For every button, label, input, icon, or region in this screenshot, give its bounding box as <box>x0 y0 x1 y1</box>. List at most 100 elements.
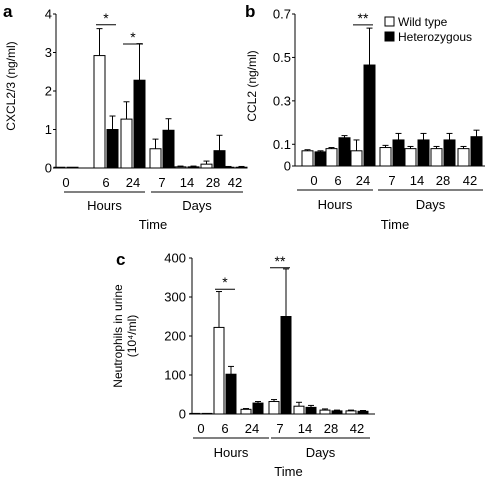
y-tick-label-c: 400 <box>164 251 186 266</box>
group-label-days-b: Days <box>416 197 446 212</box>
x-tick-label-c: 0 <box>197 421 204 436</box>
y-axis-label-c: Neutrophils in urine(10⁴/ml) <box>111 284 139 388</box>
bar-b-heterozygous <box>338 137 351 167</box>
legend-swatch-wild-type <box>384 16 395 27</box>
group-label-hours-b: Hours <box>318 197 353 212</box>
bar-b-heterozygous <box>417 139 430 167</box>
bar-a-heterozygous <box>133 79 146 169</box>
x-tick-label-a: 14 <box>180 175 194 190</box>
y-tick-label-a: 1 <box>45 122 52 137</box>
bar-c-heterozygous <box>225 373 237 415</box>
x-tick-label-b: 24 <box>356 173 370 188</box>
bar-a-heterozygous <box>162 129 175 169</box>
x-tick-label-a: 7 <box>158 175 165 190</box>
bar-b-heterozygous <box>392 139 405 167</box>
bar-c-heterozygous <box>357 410 369 415</box>
x-tick-label-c: 7 <box>276 421 283 436</box>
bar-a-wild-type <box>200 163 213 169</box>
bar-a-heterozygous <box>66 166 79 169</box>
bar-c-heterozygous <box>331 410 343 415</box>
panel-letter-b: b <box>245 2 255 21</box>
group-label-hours-c: Hours <box>214 445 249 460</box>
bar-b-wild-type <box>430 148 443 167</box>
x-tick-label-c: 28 <box>324 421 338 436</box>
x-axis-label-b: Time <box>381 217 409 232</box>
bar-c-heterozygous <box>252 402 264 415</box>
bar-a-heterozygous <box>187 166 200 169</box>
legend: Wild type Heterozygous <box>384 15 472 44</box>
y-axis-label-a: CXCL2/3 (ng/ml) <box>4 41 18 130</box>
bar-b-heterozygous <box>363 64 376 167</box>
bar-a-wild-type <box>149 148 162 169</box>
bar-c-heterozygous <box>305 406 317 415</box>
bar-b-wild-type <box>350 150 363 167</box>
bar-a-wild-type <box>53 166 66 169</box>
y-tick-label-b: 0.5 <box>273 50 291 65</box>
y-tick-label-b: 0.7 <box>273 7 291 22</box>
bar-b-wild-type <box>325 148 338 167</box>
y-axis-label-b: CCL2 (ng/ml) <box>245 50 259 121</box>
x-tick-label-b: 6 <box>334 173 341 188</box>
panel-a-chart: 0 1 2 3 4 CXCL2/3 (ng/ml) 0 6 24 7 14 28 42 Hours Days… <box>4 7 248 232</box>
bar-b-heterozygous <box>314 151 327 167</box>
bar-a-wild-type <box>222 166 235 169</box>
x-axis-label-c: Time <box>274 464 302 479</box>
y-tick-label-a: 2 <box>45 84 52 99</box>
bar-b-heterozygous <box>470 136 483 167</box>
y-tick-label-b: 0.1 <box>273 137 291 152</box>
bar-a-heterozygous <box>235 166 248 169</box>
x-tick-label-c: 14 <box>298 421 312 436</box>
bar-c-wild-type <box>213 326 225 415</box>
significance-mark-c: * <box>222 274 228 290</box>
bar-b-wild-type <box>457 148 470 167</box>
group-label-hours-a: Hours <box>87 198 122 213</box>
y-tick-label-a: 4 <box>45 7 52 22</box>
bar-b-wild-type <box>379 147 392 167</box>
bar-b-wild-type <box>301 150 314 167</box>
y-tick-label-b: 0 <box>284 159 291 174</box>
y-tick-label-b: 0.3 <box>273 93 291 108</box>
significance-mark-a: * <box>103 10 109 26</box>
x-tick-label-a: 28 <box>206 175 220 190</box>
x-tick-label-c: 42 <box>350 421 364 436</box>
bar-a-heterozygous <box>213 150 226 169</box>
legend-label-wild-type: Wild type <box>398 15 448 29</box>
y-tick-label-c: 0 <box>179 407 186 422</box>
x-tick-label-b: 28 <box>436 173 450 188</box>
x-tick-label-c: 24 <box>245 421 259 436</box>
bar-c-wild-type <box>240 408 252 415</box>
panel-c-chart: 0 100 200 300 400 Neutrophils in urine(10⁴/ml… <box>111 251 375 479</box>
y-tick-label-a: 3 <box>45 45 52 60</box>
bar-a-wild-type <box>120 118 133 169</box>
significance-mark-b: ** <box>358 10 369 26</box>
x-tick-label-b: 0 <box>310 173 317 188</box>
significance-mark-a: * <box>130 29 136 45</box>
group-label-days-a: Days <box>182 198 212 213</box>
bar-c-heterozygous <box>280 316 292 415</box>
x-tick-label-c: 6 <box>221 421 228 436</box>
group-label-days-c: Days <box>306 445 336 460</box>
bar-a-wild-type <box>174 166 187 169</box>
bar-c-wild-type <box>189 412 201 415</box>
x-tick-label-a: 6 <box>102 175 109 190</box>
x-tick-label-a: 0 <box>62 175 69 190</box>
bar-c-wild-type <box>319 409 331 415</box>
y-tick-label-c: 100 <box>164 368 186 383</box>
x-tick-label-a: 42 <box>228 175 242 190</box>
y-tick-label-a: 0 <box>45 161 52 176</box>
legend-label-heterozygous: Heterozygous <box>398 30 472 44</box>
x-tick-label-b: 7 <box>388 173 395 188</box>
y-tick-label-c: 200 <box>164 329 186 344</box>
panel-letter-a: a <box>3 2 13 21</box>
bar-c-heterozygous <box>201 412 213 415</box>
legend-swatch-heterozygous <box>384 31 395 42</box>
bar-b-heterozygous <box>443 139 456 167</box>
bar-a-heterozygous <box>106 129 119 169</box>
y-tick-label-c: 300 <box>164 290 186 305</box>
significance-mark-c: ** <box>275 253 286 269</box>
bar-c-wild-type <box>268 401 280 415</box>
bar-a-wild-type <box>93 55 106 169</box>
x-axis-label-a: Time <box>139 217 167 232</box>
x-tick-label-a: 24 <box>126 175 140 190</box>
